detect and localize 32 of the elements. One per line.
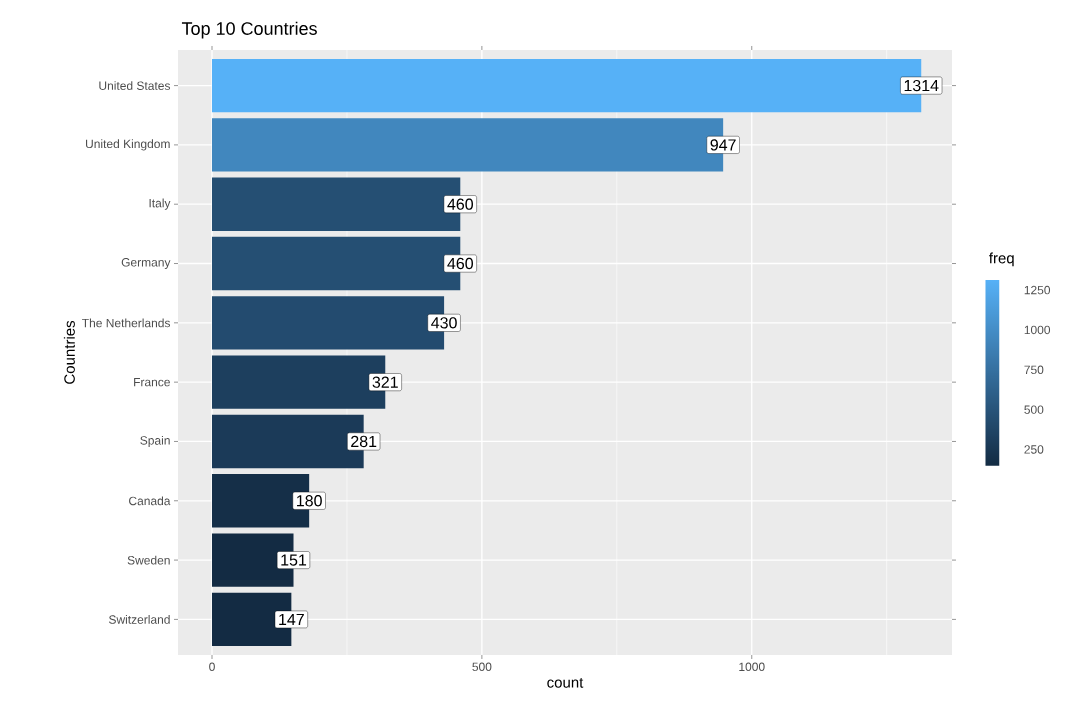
x-tick-label: 500 <box>472 662 492 672</box>
color-bar-label: 1250 <box>1024 285 1051 295</box>
chart-title: Top 10 Countries <box>181 21 317 39</box>
data-label: 180 <box>297 495 322 507</box>
y-tick-label: Germany <box>121 258 171 269</box>
y-tick-label: France <box>134 377 170 387</box>
color-bar-label: 250 <box>1024 445 1044 454</box>
x-tick-label: 1000 <box>739 662 765 672</box>
y-tick-label: Sweden <box>127 555 170 565</box>
y-tick-label: Switzerland <box>108 615 170 624</box>
color-bar-title: freq <box>989 252 1014 267</box>
y-tick-label: Italy <box>149 198 171 210</box>
y-tick-label: Spain <box>140 435 170 448</box>
data-label: 460 <box>447 198 473 210</box>
color-bar-label: 1000 <box>1024 325 1051 335</box>
y-axis-title: Countries <box>63 320 75 384</box>
data-label: 151 <box>281 554 307 566</box>
data-label: 1314 <box>904 79 939 92</box>
y-tick-label: United Kingdom <box>86 139 170 151</box>
data-label: 281 <box>351 435 377 448</box>
x-tick-label: 0 <box>209 662 215 672</box>
data-label: 947 <box>710 139 736 151</box>
data-label: 430 <box>431 317 457 329</box>
x-axis-title: count <box>547 677 584 688</box>
color-bar-label: 500 <box>1024 405 1044 414</box>
data-label: 147 <box>279 613 304 625</box>
color-bar-label: 750 <box>1024 365 1044 375</box>
y-tick-label: Canada <box>129 496 171 506</box>
y-tick-label: The Netherlands <box>82 318 171 328</box>
y-tick-label: United States <box>99 81 171 90</box>
data-label: 460 <box>447 257 473 270</box>
data-label: 321 <box>372 376 398 388</box>
